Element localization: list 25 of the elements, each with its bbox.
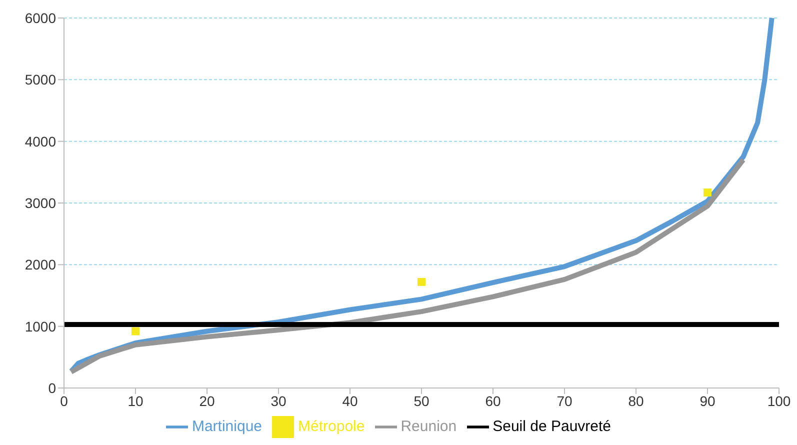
x-tick-label: 60 — [485, 392, 501, 409]
x-tick-label: 30 — [270, 392, 286, 409]
x-tick-label: 0 — [60, 392, 68, 409]
x-tick-label: 10 — [128, 392, 144, 409]
x-tick-label: 70 — [556, 392, 572, 409]
x-tick-label: 100 — [767, 392, 791, 409]
legend-label: Martinique — [192, 418, 262, 435]
x-tick-label: 40 — [342, 392, 358, 409]
legend-label: Reunion — [400, 418, 457, 435]
y-tick-label: 6000 — [24, 10, 56, 26]
x-tick-label: 90 — [700, 392, 716, 409]
point — [418, 278, 426, 286]
y-tick-label: 5000 — [24, 72, 56, 88]
y-tick-label: 0 — [48, 380, 56, 396]
legend-label: Métropole — [298, 418, 365, 435]
y-tick-label: 1000 — [24, 318, 56, 334]
x-tick-label: 20 — [199, 392, 215, 409]
point — [132, 327, 140, 336]
y-tick-label: 2000 — [24, 256, 56, 273]
legend-label: Seuil de Pauvreté — [492, 418, 612, 435]
x-tick-label: 80 — [628, 392, 644, 409]
x-tick-label: 50 — [414, 392, 430, 409]
y-tick-label: 3000 — [24, 194, 56, 211]
point — [704, 188, 712, 197]
y-tick-label: 4000 — [24, 133, 56, 150]
